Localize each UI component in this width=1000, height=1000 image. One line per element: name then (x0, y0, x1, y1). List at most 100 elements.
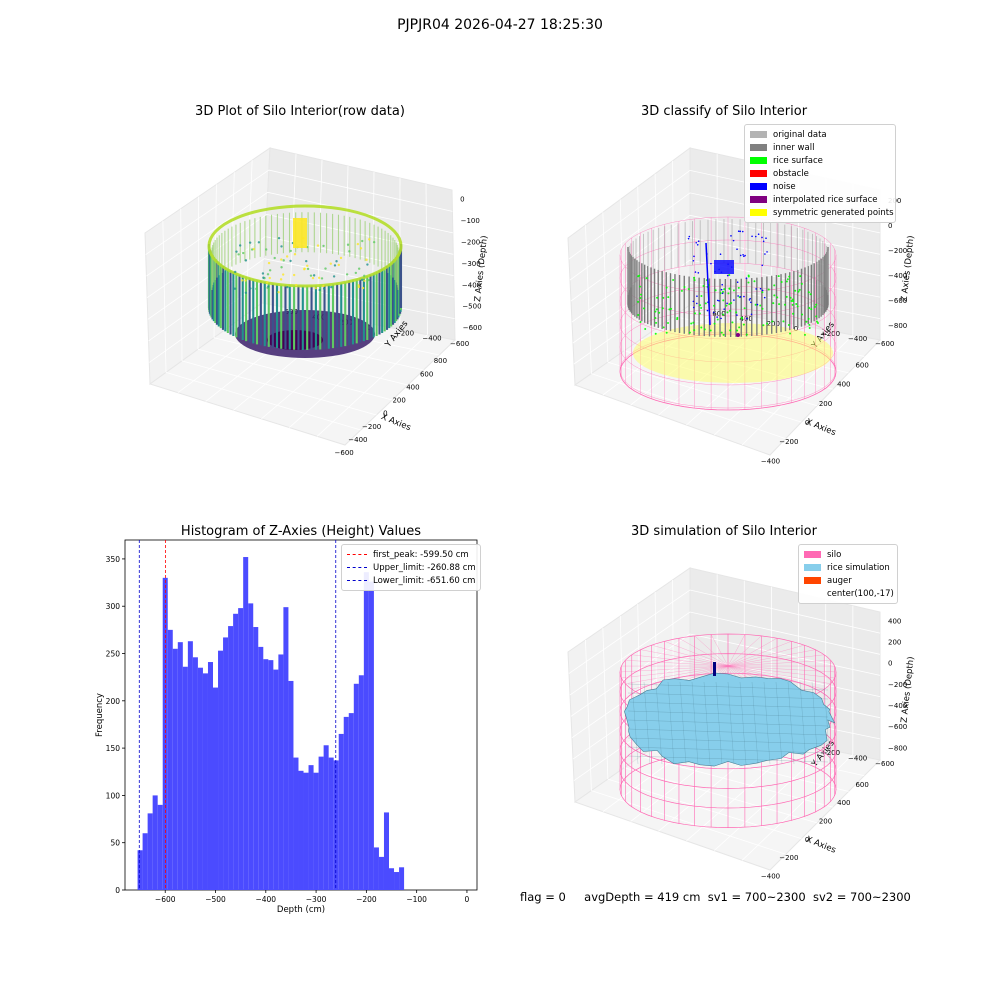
legend-line (347, 554, 367, 555)
mesh-line (627, 755, 829, 763)
bottom-deep-points (267, 330, 323, 350)
histogram-bar (378, 856, 384, 890)
noise-line (705, 242, 711, 326)
figure-title: PJPJR04 2026-04-27 18:25:30 (397, 17, 603, 33)
grid-line (624, 767, 818, 824)
silo-roof-line (664, 665, 729, 703)
silo-roof-line (727, 665, 837, 673)
z-tick-label: −100 (461, 217, 480, 225)
noise-point (755, 288, 757, 290)
grid-line (714, 748, 826, 851)
noise-point (710, 262, 712, 265)
grid-line (197, 348, 393, 401)
interior-point (305, 245, 309, 249)
rice-surface-point (654, 310, 657, 313)
legend-swatch (804, 577, 821, 584)
noise-point (695, 241, 698, 244)
histogram-bar (167, 629, 173, 890)
interior-point (241, 279, 244, 282)
noise-point (736, 314, 738, 316)
interior-point (312, 274, 316, 277)
rice-surface-point (642, 307, 645, 310)
interior-point (305, 259, 308, 263)
z-axis-label: Z Axies (Depth) (900, 235, 917, 302)
rice-surface-point (700, 307, 703, 310)
legend-swatch (804, 551, 821, 558)
sv1-text: sv1 = 700~2300 (707, 890, 806, 904)
z-tick-label: 200 (888, 639, 901, 647)
histogram-bar (268, 660, 274, 890)
grid-line (162, 220, 167, 373)
silo-ring (619, 239, 837, 317)
interior-point (318, 288, 321, 292)
rice-surface-point (815, 303, 818, 306)
rice-surface-point (747, 274, 750, 277)
noise-point (745, 277, 748, 279)
rice-surface-point (713, 322, 716, 325)
rice-surface-point (700, 326, 703, 329)
mesh-line (751, 681, 759, 765)
noise-point (720, 317, 722, 320)
x-tick-label: 0 (383, 410, 387, 418)
legend-swatch (750, 209, 767, 216)
histogram-bar (308, 765, 314, 890)
grid-line (741, 754, 854, 861)
interior-point (238, 244, 242, 247)
grid-line (177, 307, 290, 394)
histogram-bar (162, 577, 168, 890)
panel1-title: 3D Plot of Silo Interior(row data) (195, 104, 405, 119)
rice-surface-point (796, 305, 799, 308)
rice-surface-point (688, 331, 691, 334)
silo-ring (619, 216, 837, 294)
y-tick-label: −200 (395, 329, 414, 337)
rice-surface-point (655, 308, 658, 311)
mesh-line (715, 681, 723, 765)
histogram-bar (243, 557, 249, 890)
noise-point (692, 259, 695, 262)
y-tick-label: 100 (106, 791, 121, 800)
interior-point (293, 253, 297, 256)
y-tick-label: −200 (821, 330, 840, 338)
grid-line (205, 313, 318, 402)
interior-point (365, 258, 368, 262)
rice-surface-point (702, 284, 705, 287)
rice-surface-point (791, 303, 794, 306)
grid-line (289, 153, 297, 309)
grid-line (630, 732, 745, 822)
noise-point (733, 299, 735, 301)
silo-roof-line (727, 665, 816, 695)
grid-line (619, 615, 625, 768)
x-tick-label: 0 (805, 419, 809, 427)
mesh-line (643, 681, 651, 765)
x-tick-label: −200 (779, 854, 798, 862)
panel2-title: 3D classify of Silo Interior (640, 104, 808, 119)
interior-point (361, 286, 365, 290)
interior-point (316, 244, 320, 247)
rice-surface-point (738, 296, 741, 299)
symmetric-points (633, 323, 833, 383)
legend-label: center(100,-17) (827, 588, 894, 599)
rice-surface-point (795, 302, 798, 305)
rice-surface-point (637, 275, 640, 278)
y-tick-label: 150 (106, 744, 121, 753)
noise-point (732, 239, 735, 242)
legend-label: obstacle (773, 168, 809, 179)
silo-roof-line (727, 665, 792, 703)
histogram-legend: first_peak: -599.50 cm Upper_limit: -260.… (341, 544, 481, 591)
rice-surface-point (722, 299, 725, 302)
x-tick-label: 200 (392, 397, 405, 405)
noise-point (719, 253, 722, 255)
grid-line (570, 633, 881, 717)
legend-item: silo (804, 548, 892, 561)
rice-surface-point (777, 275, 780, 278)
grid-line (573, 282, 881, 365)
z-tick-label: 0 (888, 222, 892, 230)
interior-point (322, 244, 325, 248)
grid-line (741, 334, 854, 446)
rice-surface-point (743, 307, 746, 310)
rice-surface-point (766, 322, 769, 325)
grid-line (654, 591, 658, 745)
mesh-line (627, 737, 829, 745)
grid-line (672, 579, 674, 734)
legend-item: first_peak: -599.50 cm (347, 548, 475, 561)
